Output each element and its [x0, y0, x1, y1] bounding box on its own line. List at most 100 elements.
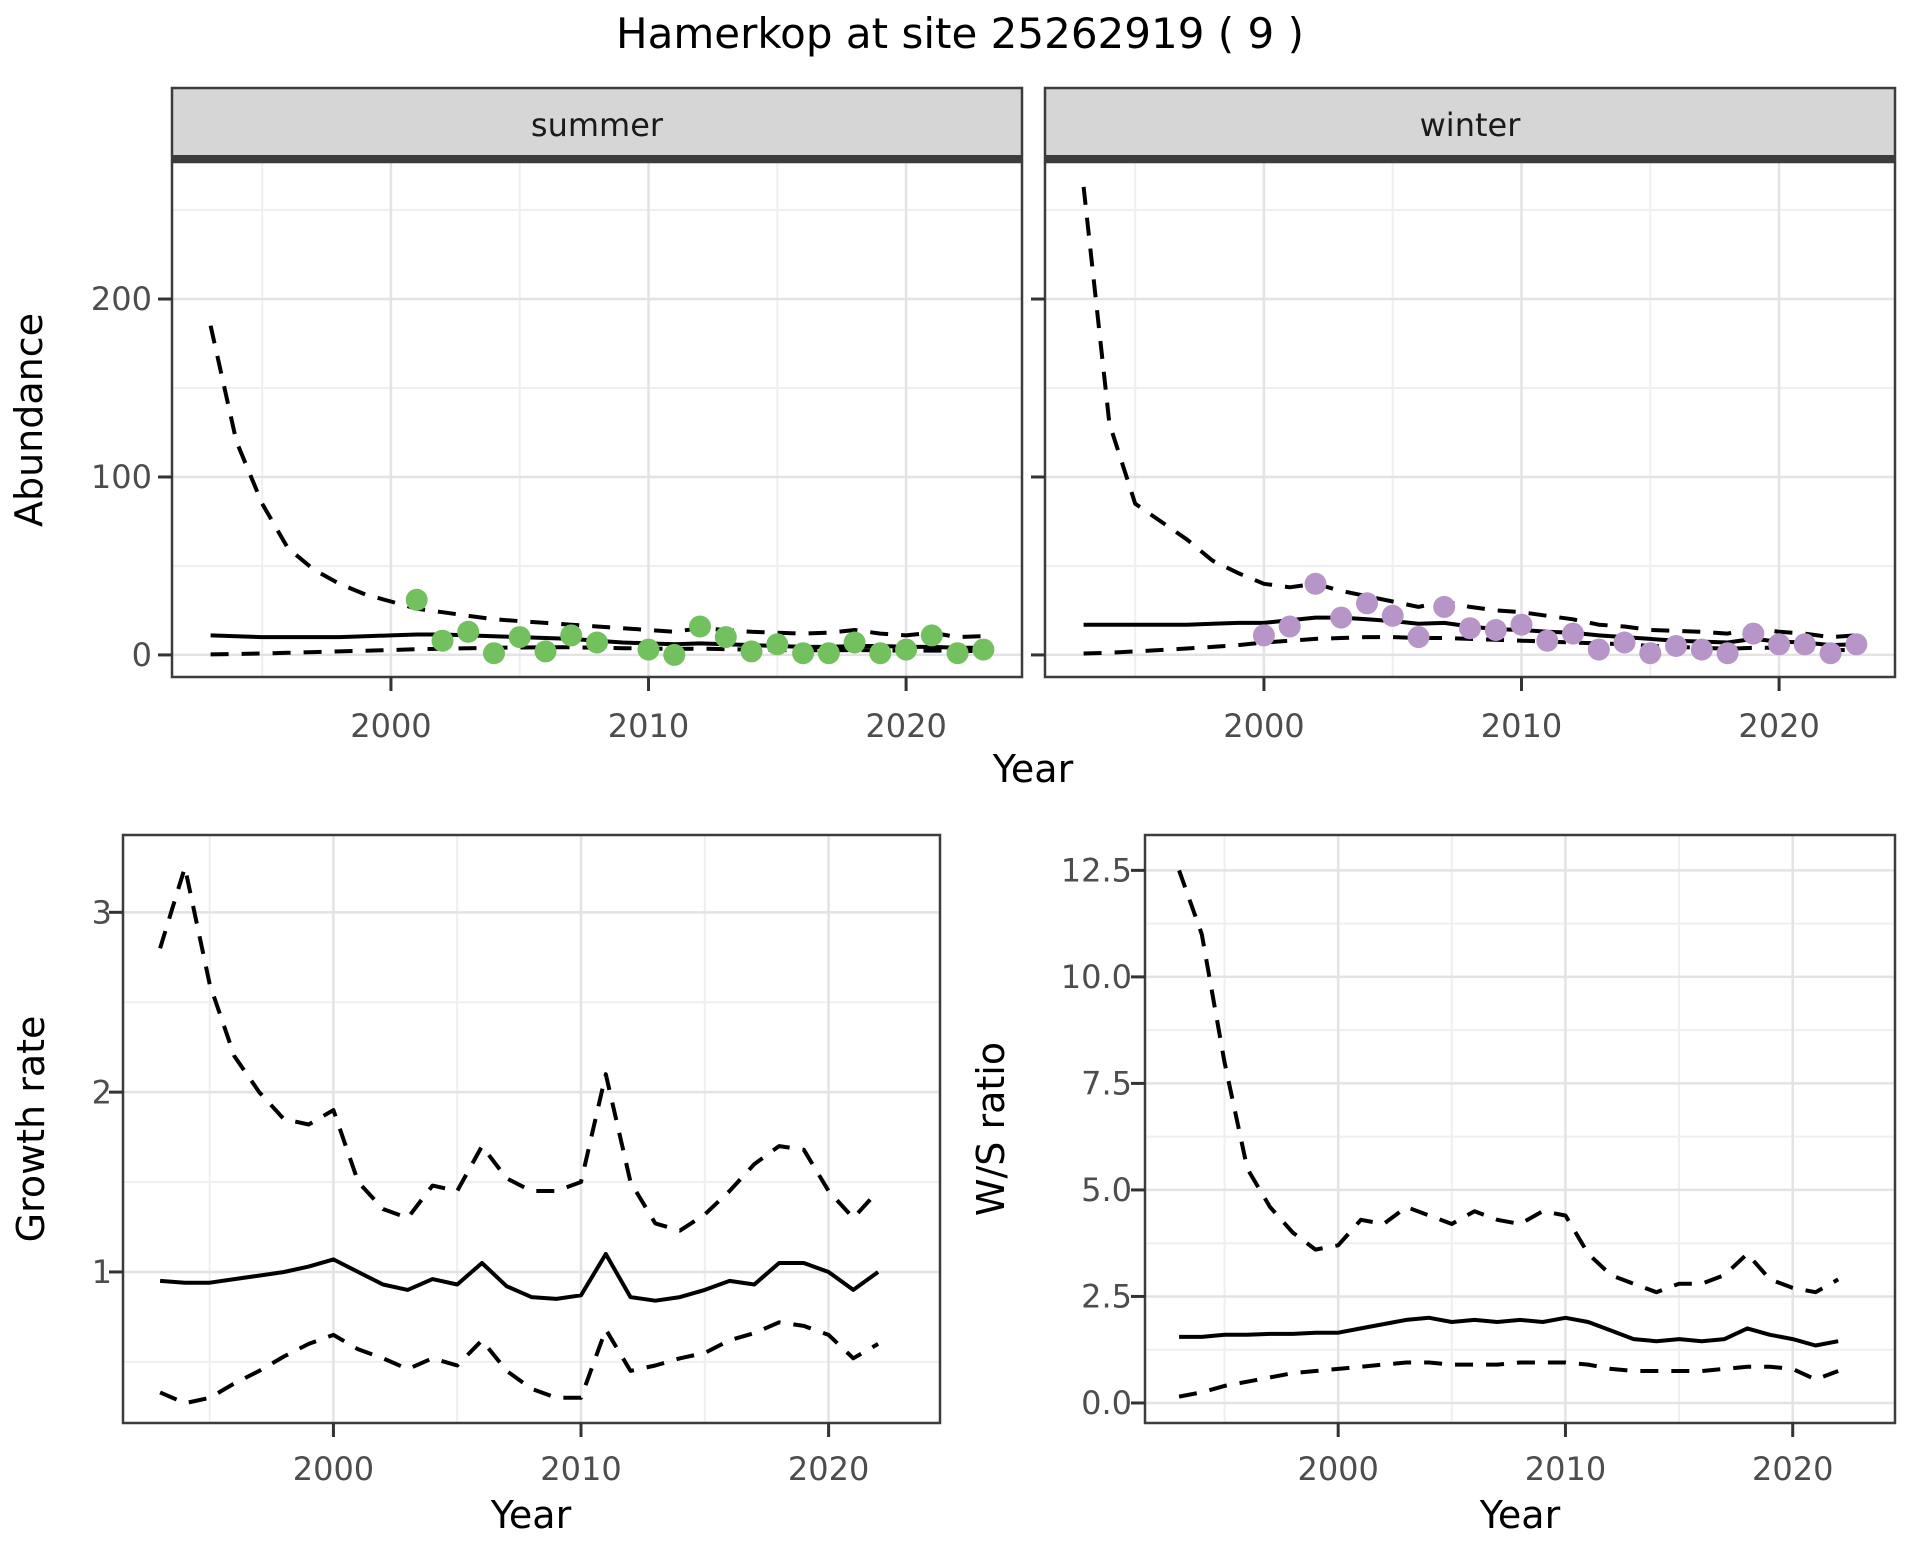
data-point — [1793, 633, 1816, 656]
y-axis-title-growth: Growth rate — [9, 1016, 53, 1243]
panel-border — [121, 833, 942, 1425]
x-axis-tick-label: 2000 — [293, 1450, 374, 1488]
data-point — [405, 588, 428, 611]
data-point — [740, 640, 763, 663]
ci-upper-line — [1081, 186, 1857, 640]
x-axis-tick-label: 2020 — [1738, 707, 1819, 745]
data-point — [895, 638, 918, 661]
x-axis-tick-label: 2010 — [540, 1450, 621, 1488]
y-axis-tick-label: 0 — [132, 636, 152, 674]
y-axis-tick-label: 1 — [92, 1253, 112, 1291]
y-axis-tick-label: 10.0 — [1061, 958, 1132, 996]
panel-background — [1045, 162, 1895, 677]
facet-strip-winter-underline — [1045, 155, 1895, 161]
data-point — [1510, 613, 1533, 636]
ci-lower-line — [159, 1320, 880, 1406]
x-axis-title-top: Year — [992, 747, 1074, 791]
x-axis-title-ws: Year — [1479, 1493, 1561, 1537]
data-point — [1613, 631, 1636, 654]
panel-border — [170, 160, 1024, 679]
y-axis-tick-label: 2 — [92, 1073, 112, 1111]
data-point — [1278, 615, 1301, 638]
data-point — [1845, 633, 1868, 656]
y-axis-tick-label: 3 — [92, 894, 112, 932]
data-point — [1330, 606, 1353, 629]
data-point — [1304, 572, 1327, 595]
ci-upper-line — [1177, 869, 1840, 1295]
data-point — [1562, 622, 1584, 645]
data-point — [792, 642, 815, 665]
panel-border — [1043, 160, 1897, 679]
data-point — [534, 640, 557, 663]
panel-growth-rate: 2000 2010 2020 1 2 3 — [92, 833, 942, 1488]
facet-label-summer: summer — [531, 106, 664, 144]
data-point — [714, 626, 737, 649]
panel-ws-ratio: 2000 2010 2020 0.0 2.5 5.0 7.5 10.0 12.5 — [1061, 833, 1897, 1488]
data-point — [946, 642, 969, 665]
x-axis-tick-label: 2010 — [1481, 707, 1562, 745]
data-point — [1819, 642, 1842, 665]
x-axis-tick-label: 2000 — [1297, 1450, 1378, 1488]
y-axis-tick-label: 12.5 — [1061, 852, 1132, 890]
data-point — [766, 633, 789, 656]
panel-background — [1145, 835, 1895, 1423]
panel-background — [123, 835, 940, 1423]
data-point — [483, 642, 505, 665]
y-axis-tick-label: 2.5 — [1081, 1278, 1132, 1316]
data-point — [843, 631, 866, 654]
data-point — [1356, 592, 1378, 615]
data-point — [1716, 642, 1739, 665]
facet-label-winter: winter — [1420, 106, 1522, 144]
facet-strip-winter: winter — [1043, 86, 1897, 162]
data-point — [1690, 638, 1713, 661]
x-axis-tick-label: 2020 — [788, 1450, 869, 1488]
panel-abundance-summer: 2000 2010 2020 0 100 200 — [91, 160, 1024, 745]
data-point — [817, 642, 840, 665]
data-point — [689, 615, 711, 638]
y-axis-title-ws: W/S ratio — [969, 1042, 1013, 1216]
data-point — [560, 624, 583, 647]
data-point — [1252, 624, 1275, 647]
data-point — [972, 638, 995, 661]
facet-strip-summer: summer — [170, 86, 1024, 162]
data-point — [508, 626, 531, 649]
x-axis-title-growth: Year — [490, 1493, 572, 1537]
data-point — [920, 624, 943, 647]
y-axis-title-abundance: Abundance — [7, 313, 51, 527]
data-point — [1639, 642, 1662, 665]
panel-abundance-winter: 2000 2010 2020 — [1031, 160, 1897, 745]
x-axis-tick-label: 2010 — [608, 707, 689, 745]
data-point — [1484, 619, 1507, 641]
panel-background — [172, 162, 1022, 677]
panel-border — [1143, 833, 1897, 1425]
data-point — [1665, 635, 1688, 657]
x-axis-tick-label: 2000 — [350, 707, 431, 745]
data-point — [1742, 622, 1765, 645]
data-point — [1587, 638, 1610, 661]
data-point — [1536, 629, 1559, 652]
data-point — [586, 631, 608, 654]
ci-upper-line — [208, 325, 984, 640]
plot-title: Hamerkop at site 25262919 ( 9 ) — [616, 9, 1304, 58]
x-axis-tick-label: 2020 — [1752, 1450, 1833, 1488]
data-point — [1381, 604, 1404, 627]
data-point — [637, 638, 660, 661]
data-point — [457, 620, 480, 643]
facet-strip-summer-underline — [172, 155, 1022, 161]
y-axis-tick-label: 7.5 — [1081, 1065, 1132, 1103]
ci-upper-line — [158, 865, 880, 1233]
data-point — [1768, 633, 1791, 656]
y-axis-tick-label: 0.0 — [1081, 1384, 1132, 1422]
data-point — [1407, 626, 1430, 649]
data-point — [869, 642, 892, 665]
data-point — [1433, 595, 1456, 618]
data-point — [1459, 617, 1481, 640]
x-axis-tick-label: 2000 — [1223, 707, 1304, 745]
median-line — [1179, 1315, 1839, 1348]
median-line — [159, 1252, 880, 1303]
x-axis-tick-label: 2020 — [865, 707, 946, 745]
data-point — [663, 643, 686, 666]
y-axis-tick-label: 5.0 — [1081, 1171, 1132, 1209]
facet-strip-summer-bg — [170, 86, 1024, 162]
